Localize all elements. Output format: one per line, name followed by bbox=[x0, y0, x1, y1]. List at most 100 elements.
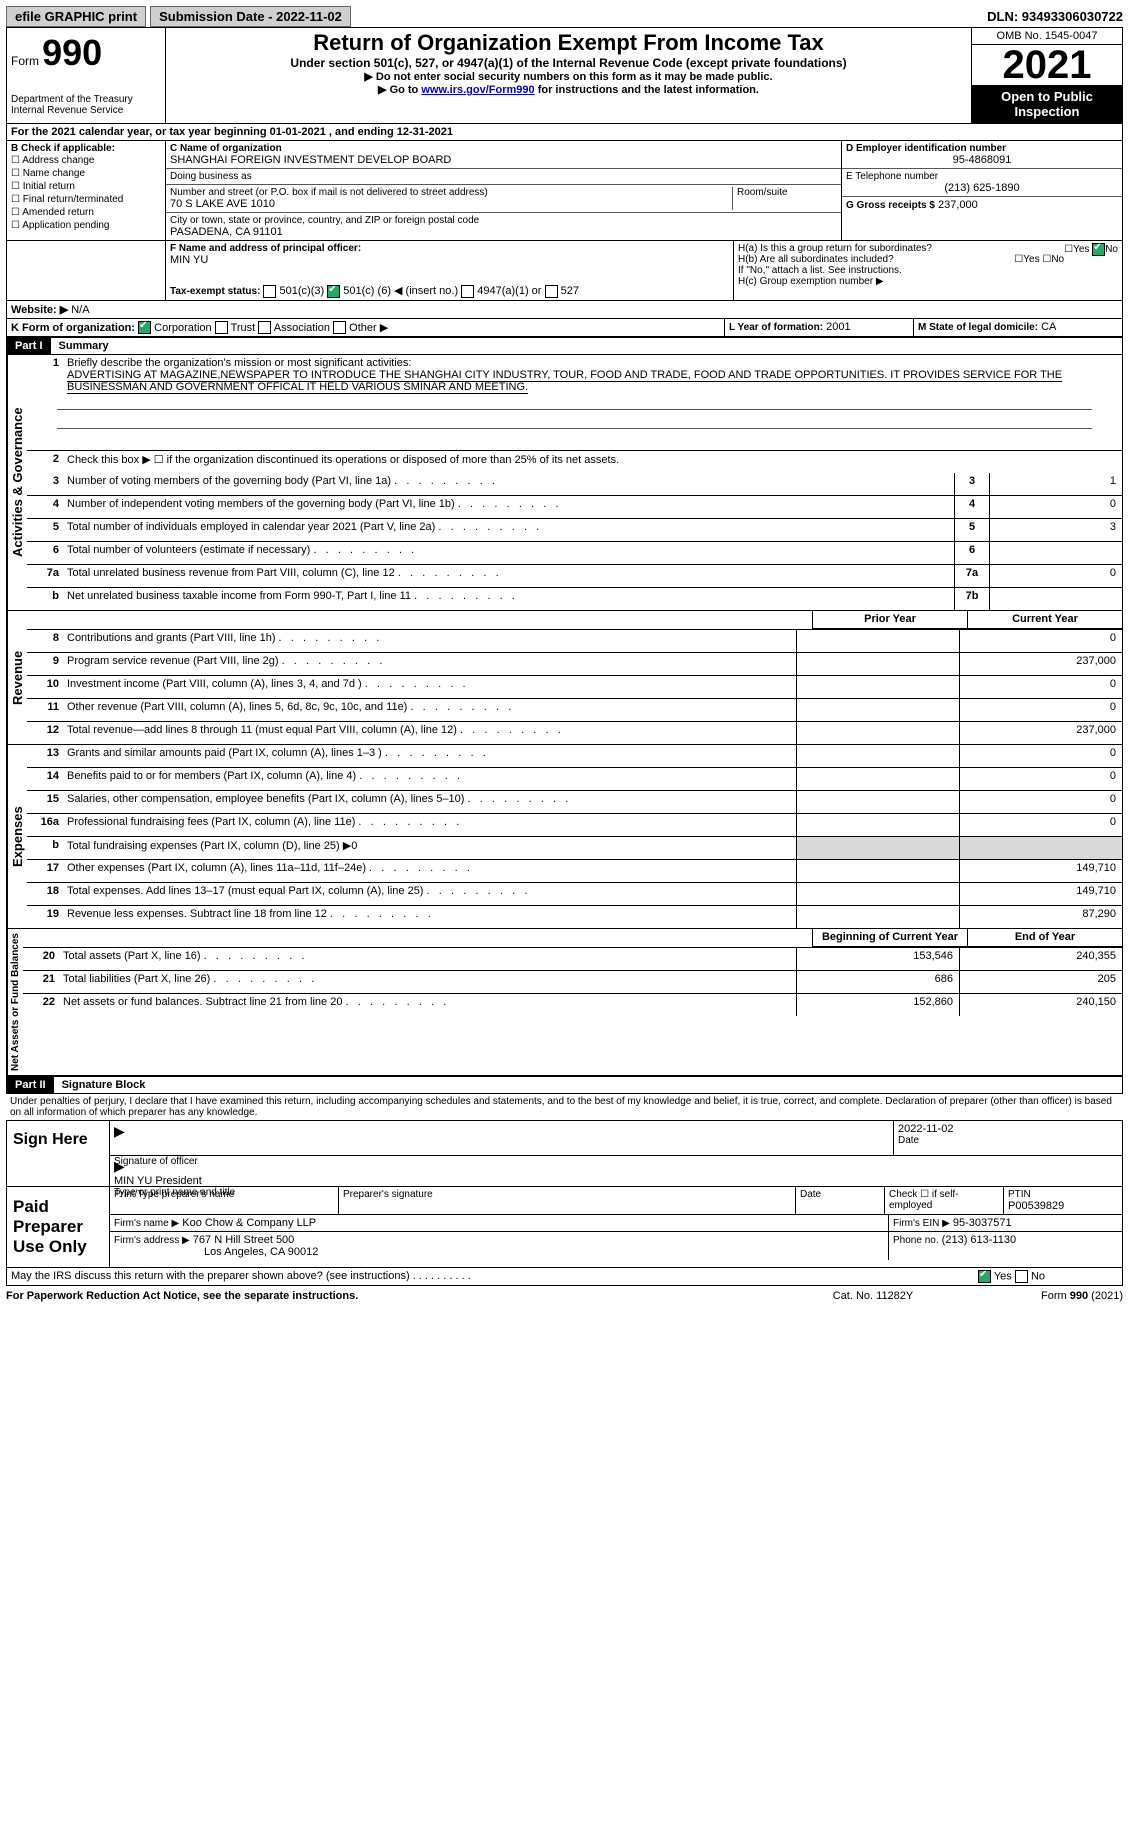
dln-label: DLN: 93493306030722 bbox=[987, 9, 1123, 24]
line-1-label: Briefly describe the organization's miss… bbox=[67, 357, 411, 369]
sig-name-title: MIN YU President bbox=[114, 1175, 1118, 1187]
prior-year-head: Prior Year bbox=[812, 611, 967, 629]
room-label: Room/suite bbox=[732, 187, 837, 210]
firm-addr1: 767 N Hill Street 500 bbox=[193, 1234, 295, 1246]
rev-line-12: 12 Total revenue—add lines 8 through 11 … bbox=[27, 722, 1122, 744]
line-1-num: 1 bbox=[27, 355, 63, 395]
box-c: C Name of organization SHANGHAI FOREIGN … bbox=[166, 141, 842, 240]
net-line-20: 20 Total assets (Part X, line 16) 153,54… bbox=[23, 948, 1122, 971]
rev-line-10: 10 Investment income (Part VIII, column … bbox=[27, 676, 1122, 699]
check-final-return[interactable]: ☐ Final return/terminated bbox=[11, 193, 161, 206]
discuss-row: May the IRS discuss this return with the… bbox=[6, 1268, 1123, 1286]
gross-label: G Gross receipts $ bbox=[846, 200, 935, 211]
box-de: D Employer identification number 95-4868… bbox=[842, 141, 1122, 240]
cat-no: Cat. No. 11282Y bbox=[773, 1290, 973, 1302]
check-address-change[interactable]: ☐ Address change bbox=[11, 154, 161, 167]
firm-name: Koo Chow & Company LLP bbox=[182, 1217, 316, 1229]
hb-note: If "No," attach a list. See instructions… bbox=[738, 265, 1118, 276]
prep-date-label: Date bbox=[796, 1187, 885, 1214]
check-self-label: Check ☐ if self-employed bbox=[885, 1187, 1004, 1214]
check-initial-return[interactable]: ☐ Initial return bbox=[11, 180, 161, 193]
check-501c[interactable] bbox=[327, 285, 340, 298]
tax-exempt-label: Tax-exempt status: bbox=[170, 286, 260, 297]
form-org-label: K Form of organization: bbox=[11, 322, 135, 334]
addr-value: 70 S LAKE AVE 1010 bbox=[170, 198, 732, 210]
org-name-label: C Name of organization bbox=[170, 143, 837, 154]
rev-line-9: 9 Program service revenue (Part VIII, li… bbox=[27, 653, 1122, 676]
box-b: B Check if applicable: ☐ Address change … bbox=[7, 141, 166, 240]
firm-name-label: Firm's name ▶ bbox=[114, 1218, 179, 1229]
exp-line-19: 19 Revenue less expenses. Subtract line … bbox=[27, 906, 1122, 928]
line-2-text: Check this box ▶ ☐ if the organization d… bbox=[63, 451, 1122, 473]
check-assoc[interactable] bbox=[258, 321, 271, 334]
revenue-section: Revenue Prior Year Current Year 8 Contri… bbox=[6, 611, 1123, 745]
firm-addr2: Los Angeles, CA 90012 bbox=[204, 1246, 318, 1258]
paperwork-notice: For Paperwork Reduction Act Notice, see … bbox=[6, 1290, 773, 1302]
irs-label: Internal Revenue Service bbox=[11, 105, 161, 116]
domicile-value: CA bbox=[1041, 321, 1056, 333]
sign-here-block: Sign Here Signature of officer 2022-11-0… bbox=[6, 1120, 1123, 1187]
check-application-pending[interactable]: ☐ Application pending bbox=[11, 219, 161, 232]
gov-line-6: 6 Total number of volunteers (estimate i… bbox=[27, 542, 1122, 565]
phone-value: (213) 625-1890 bbox=[846, 182, 1118, 194]
goto-note: ▶ Go to www.irs.gov/Form990 for instruct… bbox=[172, 83, 965, 96]
firm-addr-label: Firm's address ▶ bbox=[114, 1235, 190, 1246]
check-527[interactable] bbox=[545, 285, 558, 298]
org-info-row: B Check if applicable: ☐ Address change … bbox=[6, 141, 1123, 241]
irs-link[interactable]: www.irs.gov/Form990 bbox=[421, 84, 534, 96]
line-2-num: 2 bbox=[27, 451, 63, 473]
top-bar: efile GRAPHIC print Submission Date - 20… bbox=[6, 6, 1123, 27]
check-501c3[interactable] bbox=[263, 285, 276, 298]
gov-line-4: 4 Number of independent voting members o… bbox=[27, 496, 1122, 519]
part1-label: Part I bbox=[7, 338, 51, 354]
period-row: For the 2021 calendar year, or tax year … bbox=[6, 124, 1123, 141]
website-value: N/A bbox=[71, 304, 89, 316]
check-name-change[interactable]: ☐ Name change bbox=[11, 167, 161, 180]
net-line-22: 22 Net assets or fund balances. Subtract… bbox=[23, 994, 1122, 1016]
print-name-label: Print/Type preparer's name bbox=[110, 1187, 339, 1214]
check-amended[interactable]: ☐ Amended return bbox=[11, 206, 161, 219]
discuss-no[interactable] bbox=[1015, 1270, 1028, 1283]
net-line-21: 21 Total liabilities (Part X, line 26) 6… bbox=[23, 971, 1122, 994]
exp-line-b: b Total fundraising expenses (Part IX, c… bbox=[27, 837, 1122, 860]
efile-print-button[interactable]: efile GRAPHIC print bbox=[6, 6, 146, 27]
ha-no[interactable] bbox=[1092, 243, 1105, 256]
paid-preparer-block: Paid Preparer Use Only Print/Type prepar… bbox=[6, 1187, 1123, 1268]
ein-label: D Employer identification number bbox=[846, 143, 1118, 154]
ptin-label: PTIN bbox=[1008, 1189, 1118, 1200]
part1-header: Part I Summary bbox=[6, 337, 1123, 355]
footer: For Paperwork Reduction Act Notice, see … bbox=[6, 1286, 1123, 1302]
discuss-yes[interactable] bbox=[978, 1270, 991, 1283]
gross-value: 237,000 bbox=[938, 199, 978, 211]
box-b-title: B Check if applicable: bbox=[11, 143, 161, 154]
check-4947[interactable] bbox=[461, 285, 474, 298]
sig-date-value: 2022-11-02 bbox=[898, 1123, 1118, 1135]
rev-line-11: 11 Other revenue (Part VIII, column (A),… bbox=[27, 699, 1122, 722]
dba-label: Doing business as bbox=[170, 171, 837, 182]
gov-line-b: b Net unrelated business taxable income … bbox=[27, 588, 1122, 610]
ptin-value: P00539829 bbox=[1008, 1200, 1118, 1212]
rev-line-8: 8 Contributions and grants (Part VIII, l… bbox=[27, 630, 1122, 653]
side-rev: Revenue bbox=[7, 611, 27, 744]
form-subtitle: Under section 501(c), 527, or 4947(a)(1)… bbox=[172, 56, 965, 70]
open-to-public: Open to Public Inspection bbox=[972, 85, 1122, 123]
form-word: Form bbox=[11, 54, 39, 68]
check-corp[interactable] bbox=[138, 321, 151, 334]
year-formation: 2001 bbox=[826, 321, 850, 333]
penalties-text: Under penalties of perjury, I declare th… bbox=[6, 1094, 1123, 1120]
exp-line-16a: 16a Professional fundraising fees (Part … bbox=[27, 814, 1122, 837]
dept-treasury: Department of the Treasury bbox=[11, 94, 161, 105]
check-trust[interactable] bbox=[215, 321, 228, 334]
form-number: 990 bbox=[42, 32, 102, 73]
prep-phone: (213) 613-1130 bbox=[942, 1234, 1016, 1246]
firm-ein: 95-3037571 bbox=[953, 1217, 1012, 1229]
discuss-text: May the IRS discuss this return with the… bbox=[7, 1268, 974, 1285]
goto-post: for instructions and the latest informat… bbox=[538, 84, 759, 96]
year-formation-label: L Year of formation: bbox=[729, 322, 823, 333]
prep-phone-label: Phone no. bbox=[893, 1235, 939, 1246]
exp-line-18: 18 Total expenses. Add lines 13–17 (must… bbox=[27, 883, 1122, 906]
org-name: SHANGHAI FOREIGN INVESTMENT DEVELOP BOAR… bbox=[170, 154, 837, 166]
hc-label: H(c) Group exemption number ▶ bbox=[738, 276, 1118, 287]
check-other[interactable] bbox=[333, 321, 346, 334]
part2-label: Part II bbox=[7, 1077, 54, 1093]
